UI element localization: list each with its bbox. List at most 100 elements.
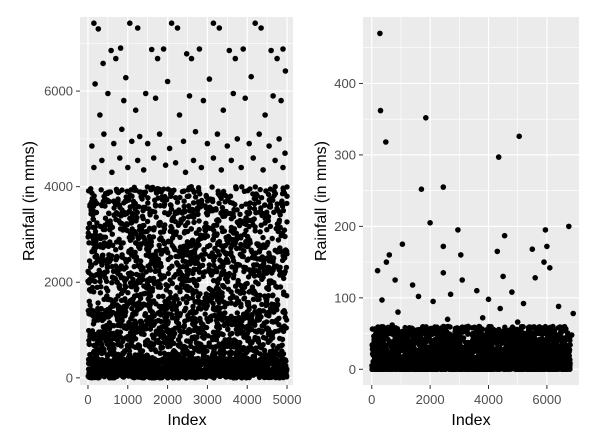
- point: [276, 322, 282, 328]
- point: [94, 220, 100, 226]
- point: [247, 200, 253, 206]
- point: [196, 46, 203, 52]
- point: [141, 205, 147, 211]
- point: [201, 344, 207, 350]
- point: [210, 336, 216, 343]
- point: [252, 268, 258, 274]
- point: [150, 252, 156, 258]
- point: [90, 313, 96, 319]
- point: [115, 270, 121, 276]
- point: [150, 225, 157, 231]
- point: [103, 335, 109, 342]
- point: [234, 288, 240, 294]
- point: [218, 210, 224, 216]
- point: [276, 267, 282, 273]
- point: [87, 264, 94, 270]
- point: [156, 242, 162, 248]
- point: [183, 51, 190, 57]
- point: [228, 245, 234, 251]
- point: [238, 364, 244, 370]
- point: [248, 312, 255, 318]
- point: [232, 55, 239, 62]
- point: [250, 191, 256, 197]
- point: [231, 317, 237, 324]
- point: [171, 348, 177, 354]
- point: [200, 351, 207, 357]
- point: [212, 305, 218, 311]
- point: [272, 157, 278, 164]
- point: [96, 346, 102, 353]
- point: [243, 313, 249, 320]
- point: [91, 20, 97, 27]
- point: [211, 232, 217, 238]
- point: [228, 289, 234, 295]
- point: [86, 258, 93, 264]
- point: [193, 299, 199, 305]
- point: [90, 234, 96, 240]
- point: [183, 299, 190, 306]
- point: [123, 74, 129, 81]
- point: [259, 323, 265, 329]
- point: [520, 324, 526, 330]
- point: [202, 228, 209, 234]
- point: [155, 310, 161, 316]
- point: [284, 193, 290, 199]
- point: [218, 192, 224, 198]
- point: [234, 136, 241, 142]
- point: [278, 365, 285, 372]
- point: [251, 321, 258, 328]
- point: [235, 341, 241, 347]
- point: [186, 295, 192, 302]
- point: [133, 287, 139, 293]
- point: [200, 273, 206, 280]
- point: [119, 252, 125, 258]
- point: [132, 329, 139, 335]
- point: [251, 273, 258, 279]
- point: [216, 331, 222, 337]
- point: [181, 307, 188, 314]
- point: [218, 167, 225, 173]
- point: [138, 318, 144, 324]
- point: [142, 290, 148, 297]
- point: [162, 302, 169, 308]
- point: [250, 296, 257, 302]
- point: [101, 240, 108, 246]
- point: [216, 25, 223, 31]
- point: [205, 333, 211, 339]
- point: [165, 239, 172, 245]
- point: [85, 225, 92, 231]
- point: [148, 261, 154, 267]
- point: [230, 356, 237, 362]
- point: [139, 213, 146, 219]
- point: [185, 312, 191, 319]
- point: [282, 255, 288, 261]
- point: [195, 242, 201, 249]
- point: [107, 239, 113, 245]
- point: [181, 324, 187, 330]
- point: [121, 200, 127, 206]
- point: [272, 190, 279, 197]
- point: [283, 317, 290, 323]
- point: [238, 241, 244, 248]
- point: [256, 131, 263, 137]
- point: [207, 196, 214, 202]
- point: [96, 267, 102, 273]
- point: [188, 243, 194, 249]
- point: [177, 194, 183, 201]
- point: [110, 333, 117, 339]
- point: [131, 184, 137, 190]
- point: [210, 237, 216, 243]
- point: [176, 343, 182, 349]
- point: [186, 203, 192, 209]
- point: [233, 186, 239, 192]
- point: [210, 20, 217, 27]
- point: [129, 193, 135, 199]
- point: [280, 46, 286, 52]
- point: [123, 264, 129, 271]
- point: [258, 25, 264, 31]
- point: [139, 366, 145, 373]
- point: [273, 363, 279, 369]
- point: [114, 188, 120, 194]
- point: [229, 330, 235, 337]
- point: [171, 231, 177, 238]
